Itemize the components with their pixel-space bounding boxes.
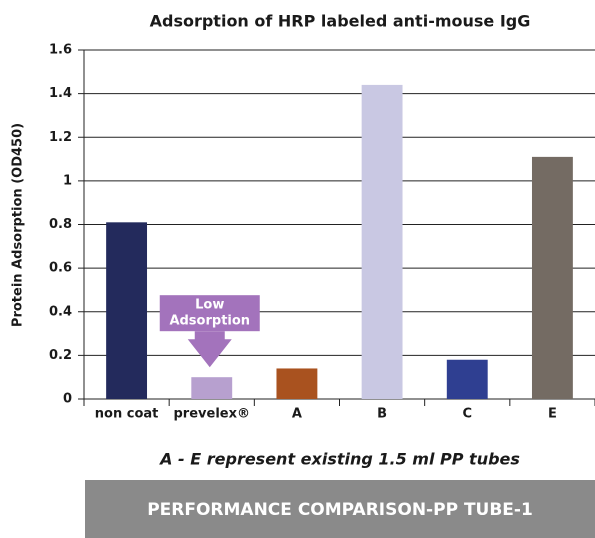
y-tick-label: 1.6 (49, 43, 72, 58)
annotation-text: Low (195, 298, 224, 313)
annotation-arrow (187, 331, 232, 368)
annotation-text: Adsorption (169, 314, 250, 329)
y-tick-label: 0.8 (49, 217, 72, 232)
bar (446, 359, 488, 399)
x-tick-label: non coat (95, 407, 159, 422)
y-tick-label: 1 (63, 173, 72, 188)
x-tick-label: E (548, 407, 557, 422)
y-tick-label: 1.2 (49, 130, 72, 145)
y-tick-label: 0 (63, 392, 72, 407)
bar (106, 222, 148, 399)
y-tick-label: 0.6 (49, 261, 72, 276)
x-tick-label: prevelex® (174, 407, 250, 422)
y-tick-label: 0.2 (49, 348, 72, 363)
x-tick-label: B (377, 407, 387, 422)
x-tick-label: C (462, 407, 472, 422)
footnote: A - E represent existing 1.5 ml PP tubes (158, 450, 520, 469)
bar (276, 368, 318, 399)
y-tick-label: 0.4 (49, 304, 72, 319)
chart-title: Adsorption of HRP labeled anti-mouse IgG (150, 12, 531, 31)
bar (191, 377, 233, 399)
banner (85, 480, 595, 538)
x-tick-label: A (292, 407, 302, 422)
banner-text: PERFORMANCE COMPARISON-PP TUBE-1 (147, 500, 533, 520)
annotation-box (159, 295, 260, 332)
bar (361, 84, 403, 400)
bar (531, 156, 573, 399)
y-axis-label: Protein Adsorption (OD450) (11, 123, 26, 327)
y-tick-label: 1.4 (49, 86, 72, 101)
